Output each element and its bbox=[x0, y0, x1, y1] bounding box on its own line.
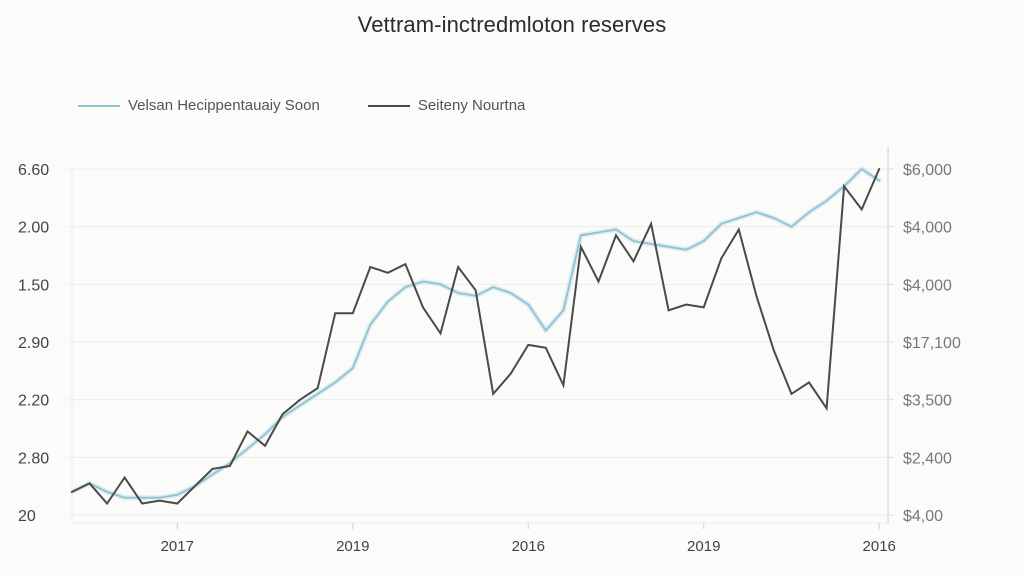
right-tick-label: $6,000 bbox=[903, 162, 952, 179]
left-axis-ticks: 20 2.80 2.20 2.90 1.50 2.00 6.60 bbox=[18, 162, 49, 525]
left-tick-label: 2.00 bbox=[18, 220, 49, 237]
right-tick-label: $3,500 bbox=[903, 393, 952, 410]
legend-swatch-series-2 bbox=[367, 104, 410, 107]
chart-title: Vettram-inctredmloton reserves bbox=[357, 12, 667, 37]
left-tick-label: 2.80 bbox=[18, 450, 49, 467]
legend-swatch-series-1 bbox=[78, 104, 120, 107]
legend-item-series-1[interactable]: Velsan Hecippentauaiy Soon bbox=[78, 97, 320, 114]
legend-label-series-2: Seiteny Nourtna bbox=[417, 97, 526, 114]
right-tick-label: $2,400 bbox=[903, 450, 952, 467]
left-tick-label: 2.20 bbox=[18, 393, 49, 410]
series-1-halo bbox=[69, 166, 882, 501]
x-axis-ticks: 2017 2019 2016 2019 2016 bbox=[161, 523, 896, 555]
x-tick-label: 2016 bbox=[512, 538, 545, 555]
x-tick-label: 2017 bbox=[161, 538, 194, 555]
series-line-1 bbox=[71, 168, 881, 499]
left-tick-label: 20 bbox=[18, 508, 36, 525]
right-tick-label: $4,000 bbox=[903, 220, 952, 237]
right-axis-ticks: $4,00 $2,400 $3,500 $17,100 $4,000 $4,000 $6,0… bbox=[888, 162, 961, 525]
right-tick-label: $4,00 bbox=[903, 508, 943, 525]
left-tick-label: 1.50 bbox=[18, 277, 49, 294]
gridlines bbox=[68, 168, 888, 516]
legend-item-series-2[interactable]: Seiteny Nourtna bbox=[367, 97, 526, 114]
left-tick-label: 2.90 bbox=[18, 335, 49, 352]
series-lines bbox=[69, 166, 882, 506]
legend: Velsan Hecippentauaiy Soon Seiteny Nourt… bbox=[78, 97, 573, 114]
x-tick-label: 2019 bbox=[336, 538, 369, 555]
right-tick-label: $17,100 bbox=[903, 335, 961, 352]
right-tick-label: $4,000 bbox=[903, 277, 952, 294]
x-tick-label: 2019 bbox=[687, 538, 720, 555]
axes bbox=[71, 147, 889, 524]
x-tick-label: 2016 bbox=[863, 538, 896, 555]
left-tick-label: 6.60 bbox=[18, 162, 49, 179]
series-line-2 bbox=[71, 168, 881, 506]
legend-label-series-1: Velsan Hecippentauaiy Soon bbox=[128, 97, 320, 114]
